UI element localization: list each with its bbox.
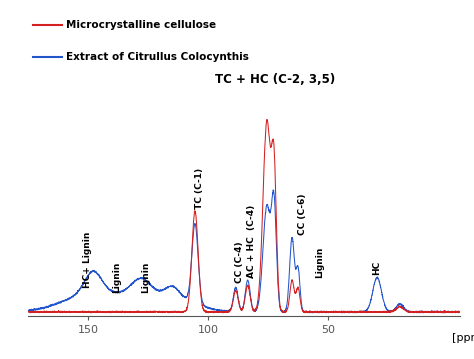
Text: Lignin: Lignin — [315, 246, 324, 278]
Text: Microcrystalline cellulose: Microcrystalline cellulose — [66, 20, 217, 30]
Text: Lignin: Lignin — [141, 262, 150, 293]
Text: Lignin: Lignin — [113, 262, 122, 293]
Text: HC: HC — [373, 261, 382, 275]
Text: HC+ Lignin: HC+ Lignin — [82, 232, 91, 288]
Text: CC (C-6): CC (C-6) — [298, 194, 307, 235]
Text: TC (C-1): TC (C-1) — [195, 168, 204, 209]
Text: Extract of Citrullus Colocynthis: Extract of Citrullus Colocynthis — [66, 52, 249, 62]
Text: TC + HC (C-2, 3,5): TC + HC (C-2, 3,5) — [215, 73, 335, 86]
X-axis label: [ppm]: [ppm] — [452, 333, 474, 343]
Text: AC + HC  (C-4): AC + HC (C-4) — [247, 204, 256, 278]
Text: CC (C-4): CC (C-4) — [235, 241, 244, 283]
